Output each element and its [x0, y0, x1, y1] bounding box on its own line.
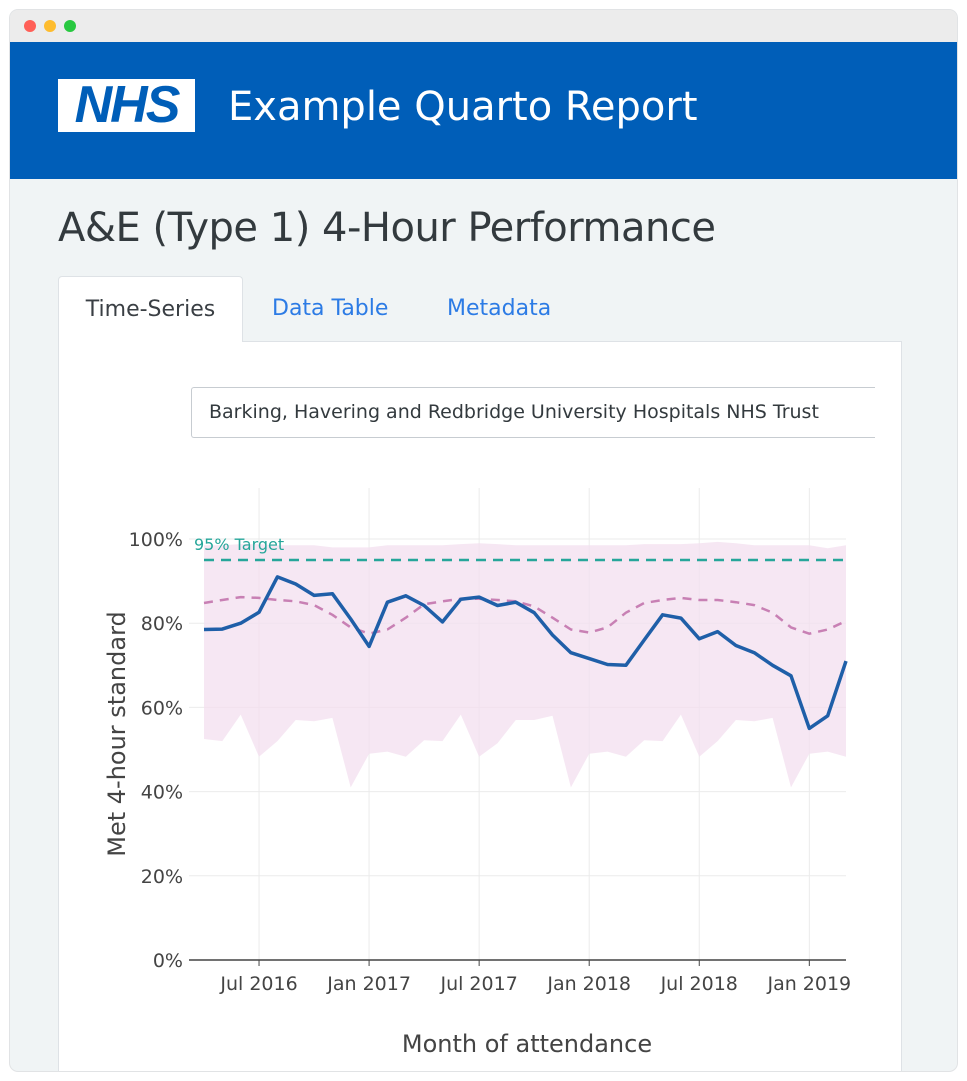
tab-metadata[interactable]: Metadata [447, 296, 552, 321]
window-titlebar [10, 10, 957, 42]
nhs-logo-text: NHS [74, 76, 181, 134]
x-tick-label: Jul 2016 [219, 973, 297, 995]
close-window-button[interactable] [24, 20, 36, 32]
x-tick-label: Jul 2017 [439, 973, 517, 995]
tab-time-series[interactable]: Time-Series [58, 276, 243, 342]
performance-chart: 0% 20% 40% 60% 80% 100% Jul 2016 Jan 2017 Jul 20… [103, 488, 851, 1058]
nhs-logo: NHS [58, 79, 195, 132]
trust-series-line [203, 575, 848, 731]
x-tick-label: Jan 2019 [766, 973, 851, 995]
minimize-window-button[interactable] [44, 20, 56, 32]
page-title: A&E (Type 1) 4-Hour Performance [58, 205, 716, 251]
trust-select-value: Barking, Havering and Redbridge Universi… [209, 401, 819, 423]
maximize-window-button[interactable] [64, 20, 76, 32]
report-title: Example Quarto Report [228, 84, 698, 130]
report-header: NHS Example Quarto Report [10, 42, 957, 179]
target-label: 95% Target [194, 535, 284, 554]
browser-window: NHS Example Quarto Report A&E (Type 1) 4… [10, 10, 957, 1071]
y-axis-title: Met 4-hour standard [103, 611, 131, 857]
y-tick-label: 20% [141, 866, 183, 888]
x-tick-label: Jan 2018 [546, 973, 631, 995]
time-series-panel: Barking, Havering and Redbridge Universi… [58, 341, 902, 1071]
x-axis-title: Month of attendance [402, 1030, 652, 1058]
tab-data-table[interactable]: Data Table [272, 296, 389, 321]
y-tick-label: 100% [129, 529, 183, 551]
y-tick-label: 40% [141, 782, 183, 804]
x-tick-label: Jan 2017 [326, 973, 411, 995]
x-tick-label: Jul 2018 [660, 973, 738, 995]
national-series-line [203, 595, 847, 635]
range-band [204, 541, 846, 788]
y-tick-label: 60% [141, 697, 183, 719]
y-tick-label: 80% [141, 613, 183, 635]
trust-select[interactable]: Barking, Havering and Redbridge Universi… [191, 387, 875, 438]
y-tick-label: 0% [153, 950, 183, 972]
